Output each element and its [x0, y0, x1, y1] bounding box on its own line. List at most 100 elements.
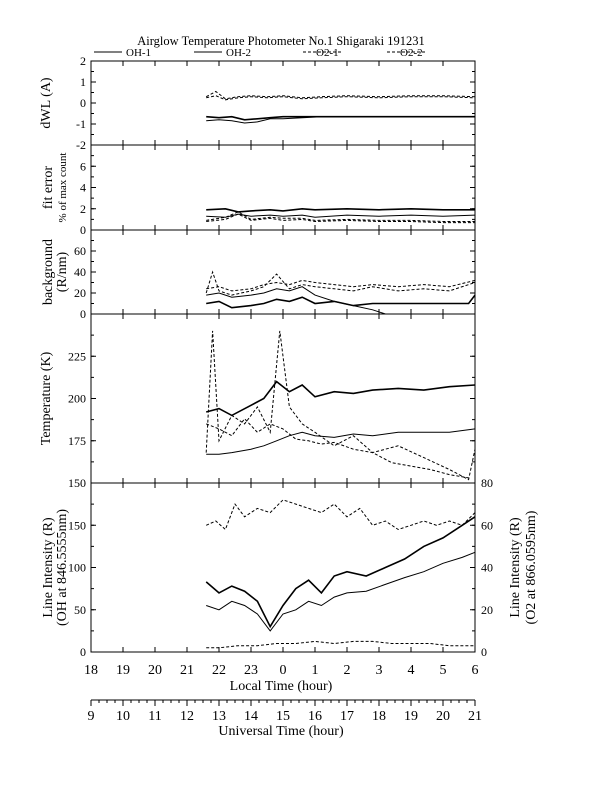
- y-right-tick-label: 60: [481, 518, 493, 532]
- y-tick-label: 225: [68, 349, 86, 363]
- series-line-background-oh-2: [206, 286, 386, 315]
- y-tick-label: 150: [68, 476, 86, 490]
- y-tick-label: 1: [80, 75, 86, 89]
- ut-tick-label: 11: [148, 709, 161, 724]
- y-axis-label-line2: (R/nm): [55, 251, 70, 292]
- y-right-tick-label: 20: [481, 603, 493, 617]
- y-axis-label: fit error: [41, 166, 56, 209]
- panel-frame: [90, 313, 476, 484]
- panel-frame: [90, 229, 476, 315]
- local-time-tick-label: 23: [244, 663, 258, 678]
- series-line-temperature-oh-1: [205, 380, 476, 417]
- local-time-tick-label: 1: [312, 663, 319, 678]
- y-right-tick-label: 80: [481, 476, 493, 490]
- ut-tick-label: 12: [180, 709, 194, 724]
- y-tick-label: -1: [76, 117, 86, 131]
- y-right-tick-label: 0: [481, 645, 487, 659]
- series-line-background-oh-1: [206, 294, 476, 309]
- y-axis-label: Line Intensity (R): [41, 517, 56, 618]
- universal-time-axis: 9 10 11 12 13 14 15 16 17 18 19 20 21: [88, 699, 482, 724]
- y-axis-label: dWL (A): [39, 77, 54, 129]
- series-line-line_intensity-o2-2: [206, 640, 475, 649]
- local-time-tick-label: 4: [408, 663, 415, 678]
- ut-tick-label: 15: [276, 709, 290, 724]
- y-tick-label: 175: [68, 434, 86, 448]
- ut-tick-label: 16: [308, 709, 322, 724]
- ut-tick-label: 19: [404, 709, 418, 724]
- local-time-tick-label: 19: [116, 663, 130, 678]
- series-line-fit_error-o2-2: [206, 211, 475, 222]
- local-time-tick-label: 18: [84, 663, 98, 678]
- series-line-line_intensity-o2-1: [205, 499, 476, 531]
- series-line-dwl-o2-2: [205, 90, 476, 100]
- y-tick-label: 20: [74, 286, 86, 300]
- series-line-fit_error-oh-2: [206, 213, 476, 218]
- local-time-tick-label: 0: [280, 663, 287, 678]
- y-axis-label: Temperature (K): [39, 351, 54, 445]
- series-line-dwl-o2-1: [206, 95, 476, 101]
- y-tick-label: 6: [80, 159, 86, 173]
- y-tick-label: 200: [68, 392, 86, 406]
- ut-tick-label: 9: [88, 709, 95, 724]
- ut-tick-label: 10: [116, 709, 130, 724]
- local-time-tick-label: 22: [212, 663, 226, 678]
- y-tick-label: 60: [74, 244, 86, 258]
- y-right-axis-label: Line Intensity (R): [508, 517, 523, 618]
- local-time-axis: 18 19 20 21 22 23 0 1 2 3 4 5 6: [84, 663, 479, 678]
- y-right-axis-label-line2: (O2 at 866.0595nm): [524, 510, 539, 624]
- series-line-fit_error-oh-1: [206, 207, 475, 213]
- series-line-line_intensity-oh-2: [206, 551, 476, 632]
- y-right-tick-label: 40: [481, 561, 493, 575]
- y-tick-label: 100: [68, 561, 86, 575]
- y-tick-label: 0: [80, 307, 86, 321]
- y-tick-label: 2: [80, 202, 86, 216]
- legend-label-o2-1: O2-1: [316, 47, 339, 59]
- local-time-tick-label: 2: [344, 663, 351, 678]
- panel-fit_error: 6 4 2 0 fit error% of max count: [41, 144, 476, 237]
- local-time-axis-label: Local Time (hour): [230, 679, 333, 694]
- legend: OH-1 OH-2 O2-1 O2-2: [94, 47, 426, 59]
- local-time-tick-label: 3: [376, 663, 383, 678]
- series-line-background-o2-2: [206, 279, 476, 292]
- series-line-temperature-oh-2: [206, 428, 476, 455]
- series-line-line_intensity-oh-1: [205, 516, 476, 629]
- ut-tick-label: 13: [212, 709, 226, 724]
- series-line-dwl-oh-2: [206, 116, 475, 124]
- panel-frame: [90, 144, 476, 231]
- panel-frame: [90, 482, 476, 653]
- ut-tick-label: 18: [372, 709, 386, 724]
- local-time-tick-label: 6: [472, 663, 479, 678]
- ut-tick-label: 21: [468, 709, 482, 724]
- y-axis-label-line2: % of max count: [57, 153, 69, 223]
- y-tick-label: 4: [80, 181, 86, 195]
- series-line-background-o2-1: [205, 270, 476, 296]
- y-tick-label: 0: [80, 223, 86, 237]
- y-tick-label: 2: [80, 54, 86, 68]
- panel-frame: [90, 60, 476, 146]
- y-axis-label-line2: (OH at 846.5555nm): [55, 509, 70, 626]
- series-line-temperature-o2-2: [206, 418, 469, 479]
- ut-tick-label: 20: [436, 709, 450, 724]
- y-tick-label: -2: [76, 138, 86, 152]
- y-tick-label: 150: [68, 518, 86, 532]
- legend-label-oh-2: OH-2: [226, 47, 251, 59]
- y-tick-label: 0: [80, 96, 86, 110]
- local-time-tick-label: 20: [148, 663, 162, 678]
- local-time-tick-label: 5: [440, 663, 447, 678]
- series-line-temperature-o2-1: [205, 330, 476, 481]
- y-tick-label: 50: [74, 603, 86, 617]
- legend-label-o2-2: O2-2: [400, 47, 423, 59]
- ut-tick-label: 14: [244, 709, 258, 724]
- ut-tick-label: 17: [340, 709, 354, 724]
- universal-time-axis-label: Universal Time (hour): [218, 724, 344, 739]
- series-line-fit_error-o2-1: [206, 213, 475, 224]
- y-axis-label: background: [41, 239, 56, 305]
- panel-background: 60 40 20 0 background (R/nm): [41, 229, 476, 321]
- y-tick-label: 0: [80, 645, 86, 659]
- local-time-tick-label: 21: [180, 663, 194, 678]
- y-tick-label: 40: [74, 265, 86, 279]
- figure-title: Airglow Temperature Photometer No.1 Shig…: [137, 34, 425, 48]
